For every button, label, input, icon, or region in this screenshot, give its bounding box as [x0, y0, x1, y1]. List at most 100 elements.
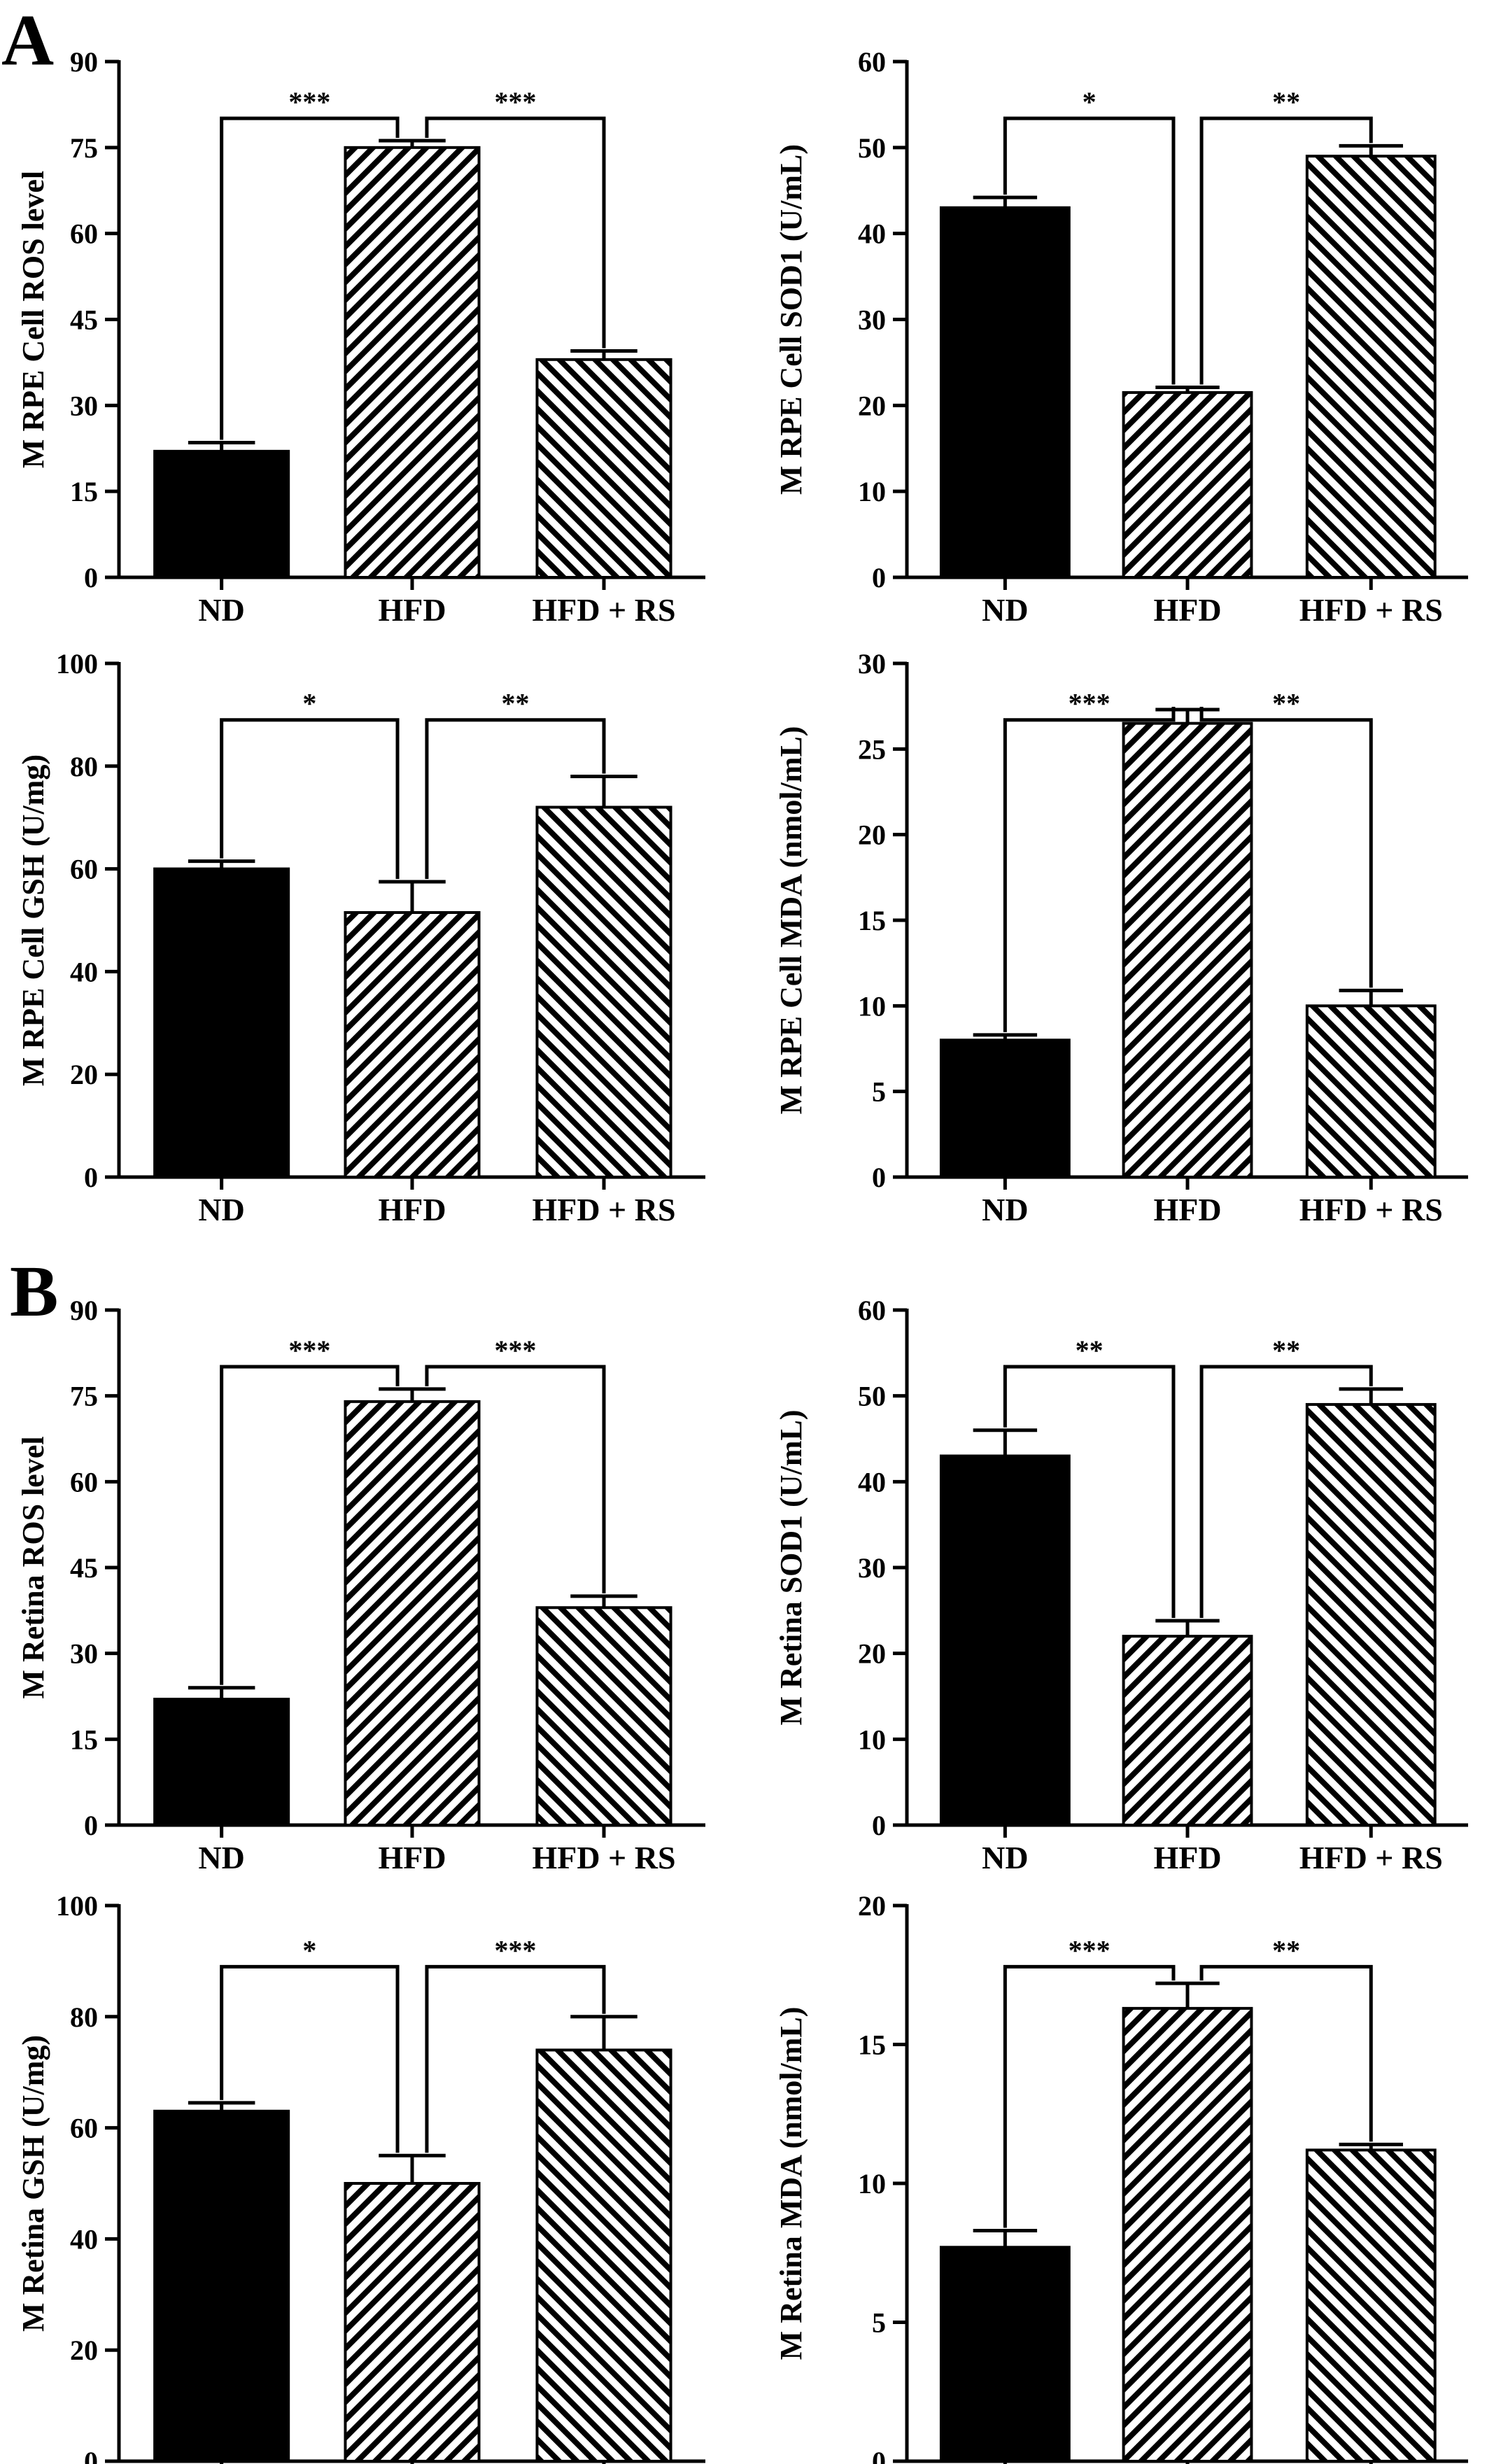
- y-tick-label: 30: [70, 390, 98, 421]
- bar-nd: [939, 1454, 1071, 1827]
- category-label-hfd: HFD: [378, 592, 446, 628]
- significance-label: ***: [288, 1335, 330, 1366]
- significance-label: **: [1272, 688, 1300, 719]
- y-tick-label: 100: [56, 1890, 98, 1922]
- bar-nd: [153, 1698, 290, 1826]
- y-tick-label: 40: [858, 1466, 886, 1498]
- category-label-hfd-rs: HFD + RS: [532, 592, 675, 628]
- y-axis-title: M Retina MDA (nmol/mL): [774, 2007, 808, 2360]
- significance-label: **: [1272, 1934, 1300, 1966]
- y-tick-label: 15: [858, 905, 886, 936]
- significance-bracket: [1003, 707, 1176, 1032]
- panel-label-a: A: [1, 0, 54, 80]
- significance-bracket: [425, 718, 606, 879]
- significance-label: **: [1272, 86, 1300, 118]
- y-tick-label: 30: [858, 1552, 886, 1584]
- bar-hfd-rs: [535, 358, 672, 579]
- y-tick-label: 60: [70, 1466, 98, 1498]
- y-tick-label: 25: [858, 733, 886, 765]
- y-tick-label: 20: [70, 2335, 98, 2366]
- y-axis-title: M RPE Cell GSH (U/mg): [16, 754, 50, 1086]
- bar-hfd: [1122, 721, 1253, 1178]
- y-tick-label: 100: [56, 648, 98, 680]
- significance-bracket: [1003, 1365, 1176, 1619]
- chart-4: 0 5 10 15 20 25 30 M RPE Cell MDA (nmol/mL) ND HF…: [774, 648, 1468, 1227]
- y-tick-label: 0: [872, 2446, 886, 2464]
- significance-bracket: [425, 1964, 606, 2153]
- significance-label: **: [1076, 1335, 1104, 1366]
- y-tick-label: 10: [858, 476, 886, 507]
- category-label-hfd: HFD: [378, 1192, 446, 1227]
- significance-bracket: [220, 718, 400, 879]
- y-tick-label: 0: [84, 2446, 98, 2464]
- significance-label: **: [1272, 1335, 1300, 1366]
- y-tick-label: 0: [84, 562, 98, 593]
- bar-hfd-rs: [535, 1606, 672, 1826]
- y-tick-label: 75: [70, 132, 98, 164]
- y-tick-label: 60: [70, 854, 98, 885]
- y-axis-title: M Retina GSH (U/mg): [16, 2035, 50, 2332]
- bar-nd: [153, 867, 290, 1178]
- chart-5: 0 15 30 45 60 75 90 M Retina ROS level ND HFD HFD …: [16, 1295, 705, 1875]
- category-label-nd: ND: [198, 592, 244, 628]
- bar-hfd-rs: [1305, 2148, 1437, 2463]
- significance-bracket: [1199, 116, 1373, 385]
- significance-bracket: [220, 1964, 400, 2153]
- y-axis-title: M RPE Cell SOD1 (U/mL): [774, 144, 808, 495]
- y-tick-label: 0: [872, 1162, 886, 1193]
- significance-label: *: [302, 688, 316, 719]
- y-axis-title: M RPE Cell MDA (nmol/mL): [774, 726, 808, 1115]
- chart-6: 0 10 20 30 40 50 60 M Retina SOD1 (U/mL) ND HFD HF…: [774, 1295, 1468, 1875]
- y-tick-label: 30: [858, 304, 886, 336]
- bar-hfd: [1122, 1635, 1253, 1826]
- category-label-hfd-rs: HFD + RS: [532, 1192, 675, 1227]
- significance-label: ***: [1069, 688, 1111, 719]
- significance-bracket: [425, 116, 606, 349]
- bar-nd: [939, 206, 1071, 579]
- y-tick-label: 80: [70, 751, 98, 782]
- y-tick-label: 5: [872, 1076, 886, 1108]
- category-label-hfd-rs: HFD + RS: [1299, 592, 1443, 628]
- bar-hfd: [344, 910, 481, 1178]
- bar-nd: [153, 449, 290, 579]
- significance-bracket: [1199, 707, 1373, 988]
- category-label-hfd: HFD: [1153, 1192, 1221, 1227]
- category-label-nd: ND: [198, 1840, 244, 1875]
- y-tick-label: 60: [70, 218, 98, 250]
- significance-label: ***: [494, 1335, 536, 1366]
- y-tick-label: 45: [70, 304, 98, 336]
- bar-nd: [939, 2246, 1071, 2463]
- y-tick-label: 40: [70, 2223, 98, 2255]
- significance-label: *: [302, 1934, 316, 1966]
- significance-label: *: [1083, 86, 1097, 118]
- y-tick-label: 50: [858, 1381, 886, 1412]
- y-tick-label: 20: [858, 1638, 886, 1670]
- y-axis-title: M Retina SOD1 (U/mL): [774, 1410, 808, 1726]
- category-label-nd: ND: [982, 592, 1028, 628]
- category-label-hfd-rs: HFD + RS: [532, 1840, 675, 1875]
- y-tick-label: 15: [70, 1724, 98, 1755]
- significance-bracket: [1199, 1365, 1373, 1619]
- significance-label: ***: [494, 1934, 536, 1966]
- significance-label: ***: [288, 86, 330, 118]
- charts-layer: 0 15 30 45 60 75 90 M RPE Cell ROS level ND HFD HF…: [16, 46, 1468, 2464]
- y-tick-label: 20: [70, 1059, 98, 1090]
- bar-nd: [939, 1039, 1071, 1179]
- y-tick-label: 15: [858, 2029, 886, 2061]
- y-tick-label: 20: [858, 390, 886, 421]
- significance-label: ***: [494, 86, 536, 118]
- category-label-hfd: HFD: [1153, 1840, 1221, 1875]
- chart-3: 0 20 40 60 80 100 M RPE Cell GSH (U/mg) ND HFD HF…: [16, 648, 705, 1227]
- bar-hfd: [344, 2182, 481, 2463]
- bar-hfd-rs: [1305, 155, 1437, 579]
- category-label-nd: ND: [982, 1192, 1028, 1227]
- y-tick-label: 20: [858, 819, 886, 851]
- significance-bracket: [1003, 116, 1176, 385]
- bar-hfd: [344, 146, 481, 579]
- y-tick-label: 45: [70, 1552, 98, 1584]
- y-tick-label: 90: [70, 1295, 98, 1326]
- y-tick-label: 0: [872, 1810, 886, 1841]
- y-axis-title: M Retina ROS level: [16, 1436, 50, 1698]
